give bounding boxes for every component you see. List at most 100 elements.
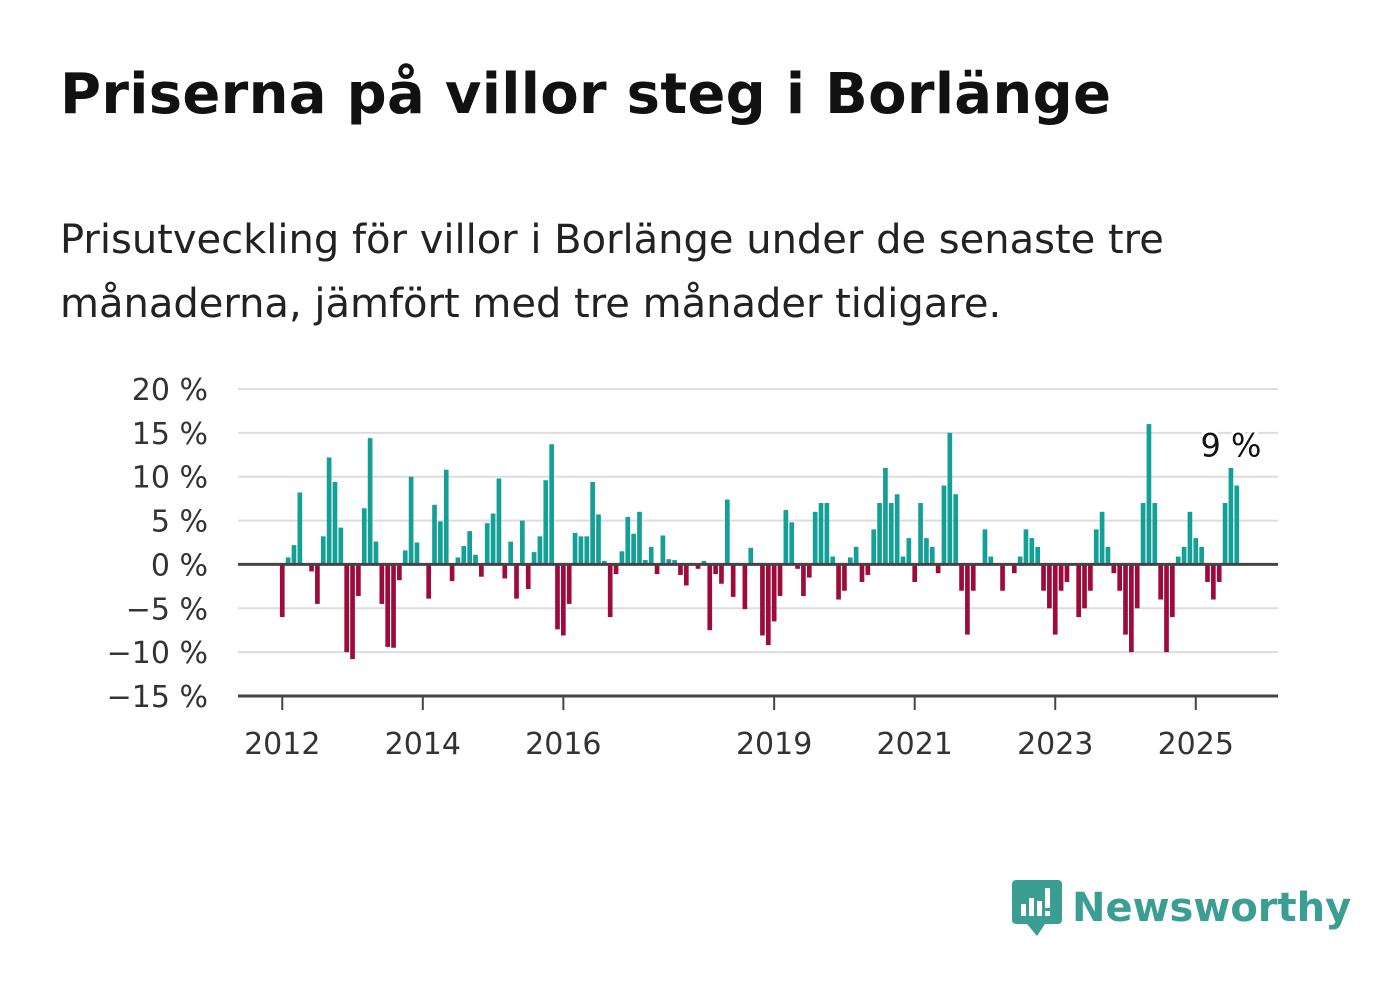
bar	[1134, 564, 1140, 609]
bar	[508, 541, 513, 565]
x-tick-label: 2014	[385, 727, 461, 762]
bar	[771, 564, 777, 622]
bar	[1175, 556, 1181, 565]
bar	[935, 564, 941, 574]
bar	[555, 564, 560, 630]
bar	[467, 531, 472, 565]
bar	[1228, 467, 1234, 565]
bar	[660, 535, 666, 565]
bar	[309, 564, 314, 572]
bar	[455, 557, 461, 565]
bar	[713, 564, 718, 575]
bar	[1064, 564, 1070, 582]
bar	[1105, 546, 1111, 565]
bar	[367, 438, 373, 565]
bar	[847, 557, 853, 565]
bar	[865, 564, 871, 575]
bar	[1164, 564, 1169, 653]
bar	[724, 499, 730, 565]
bar	[461, 546, 467, 565]
bar	[326, 457, 332, 565]
bar	[1035, 546, 1041, 565]
bar	[859, 564, 865, 582]
y-tick-label: 20 %	[132, 373, 208, 408]
bar	[561, 564, 566, 636]
bar	[1099, 511, 1105, 565]
bar	[765, 564, 771, 646]
bar	[666, 559, 672, 565]
bar	[1093, 529, 1099, 565]
tick-labels: 20 % 15 % 10 % 5 % 0 % −5 % −10 % −15 % 2012 2014…	[107, 373, 1234, 762]
bar	[496, 478, 502, 565]
bar	[842, 564, 847, 591]
bar	[1117, 564, 1122, 591]
bar	[888, 503, 894, 565]
bar	[1158, 564, 1163, 600]
bar	[584, 536, 590, 565]
bar	[315, 564, 320, 604]
bar	[988, 556, 994, 565]
y-tick-label: 5 %	[151, 505, 208, 540]
bar	[1181, 546, 1187, 565]
bar	[783, 510, 789, 565]
bar	[479, 564, 484, 577]
bar	[853, 546, 859, 565]
bar	[432, 504, 437, 565]
bar	[320, 536, 326, 565]
bar	[1029, 538, 1035, 565]
bar	[373, 541, 379, 565]
bar	[572, 532, 578, 565]
bar	[1111, 564, 1117, 574]
bar	[748, 547, 754, 565]
brand-logo: Newsworthy	[1010, 878, 1351, 938]
bar	[941, 485, 947, 565]
bar	[408, 476, 414, 565]
y-tick-label: −10 %	[107, 636, 208, 671]
bar	[1216, 564, 1222, 582]
bar	[1234, 485, 1240, 565]
bar	[619, 551, 625, 565]
bar	[912, 564, 918, 582]
bar	[654, 564, 660, 575]
bar	[730, 564, 736, 597]
bar	[525, 564, 531, 589]
bar	[350, 564, 355, 660]
bar	[877, 503, 882, 565]
x-tick-label: 2023	[1017, 727, 1093, 762]
bar	[947, 432, 953, 565]
bar	[543, 480, 549, 565]
bar	[1199, 546, 1204, 565]
bar	[1088, 564, 1093, 591]
bar	[414, 542, 420, 565]
bar	[426, 564, 432, 599]
bar	[502, 564, 508, 579]
bar	[637, 511, 642, 565]
bar	[484, 523, 490, 565]
bar	[1082, 564, 1087, 609]
last-value-label: 9 %	[1200, 426, 1261, 464]
bar	[332, 481, 338, 565]
bar	[607, 564, 613, 618]
bar	[449, 564, 455, 582]
x-tick-label: 2025	[1158, 727, 1234, 762]
bar	[683, 564, 689, 586]
bar	[443, 469, 449, 565]
y-tick-label: 15 %	[132, 417, 208, 452]
bar	[356, 564, 361, 597]
bar	[1211, 564, 1216, 600]
bar	[806, 564, 812, 578]
bar	[871, 529, 877, 565]
bar	[566, 564, 572, 604]
bar	[338, 527, 344, 565]
bar	[1193, 538, 1199, 565]
bar	[818, 503, 824, 565]
chart-subtitle: Prisutveckling för villor i Borlänge und…	[60, 217, 1164, 327]
bar	[678, 564, 683, 575]
bar	[602, 560, 607, 565]
bar	[701, 560, 707, 565]
bar	[795, 564, 800, 569]
bar	[642, 560, 648, 565]
bar	[918, 503, 923, 565]
bar	[514, 564, 519, 599]
